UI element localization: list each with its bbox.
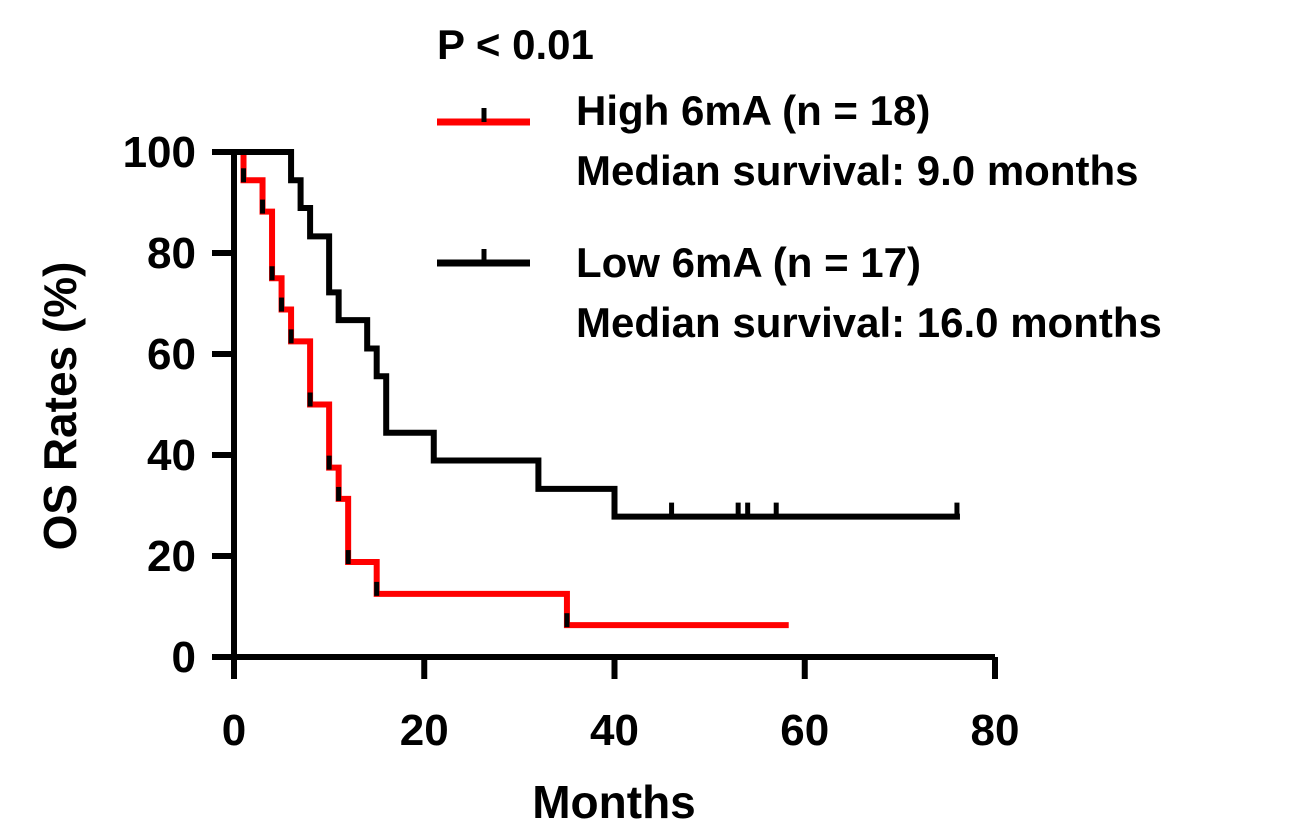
x-axis-label: Months [532,776,696,828]
x-tick-label: 20 [400,706,449,755]
plot-area: 0 20 40 60 80 0 20 40 60 80 100 [123,128,1020,755]
y-tick-label: 40 [147,431,196,480]
y-tick-label: 80 [147,229,196,278]
legend-item-low: Low 6mA (n = 17) Median survival: 16.0 m… [437,239,1162,346]
y-tick-label: 100 [123,128,196,177]
legend-median-low: Median survival: 16.0 months [576,299,1162,346]
p-value-annotation: P < 0.01 [437,21,594,68]
series-line-high [231,149,789,629]
legend: High 6mA (n = 18) Median survival: 9.0 m… [437,87,1162,346]
legend-item-high: High 6mA (n = 18) Median survival: 9.0 m… [437,87,1139,194]
legend-median-high: Median survival: 9.0 months [576,147,1139,194]
x-tick-label: 40 [590,706,639,755]
x-tick-label: 60 [780,706,829,755]
legend-label-high: High 6mA (n = 18) [576,87,930,134]
y-axis-label: OS Rates (%) [34,262,86,551]
y-tick-label: 20 [147,532,196,581]
legend-label-low: Low 6mA (n = 17) [576,239,921,286]
x-tick-label: 0 [222,706,246,755]
y-tick-label: 60 [147,330,196,379]
x-tick-label: 80 [971,706,1020,755]
y-tick-label: 0 [172,633,196,682]
